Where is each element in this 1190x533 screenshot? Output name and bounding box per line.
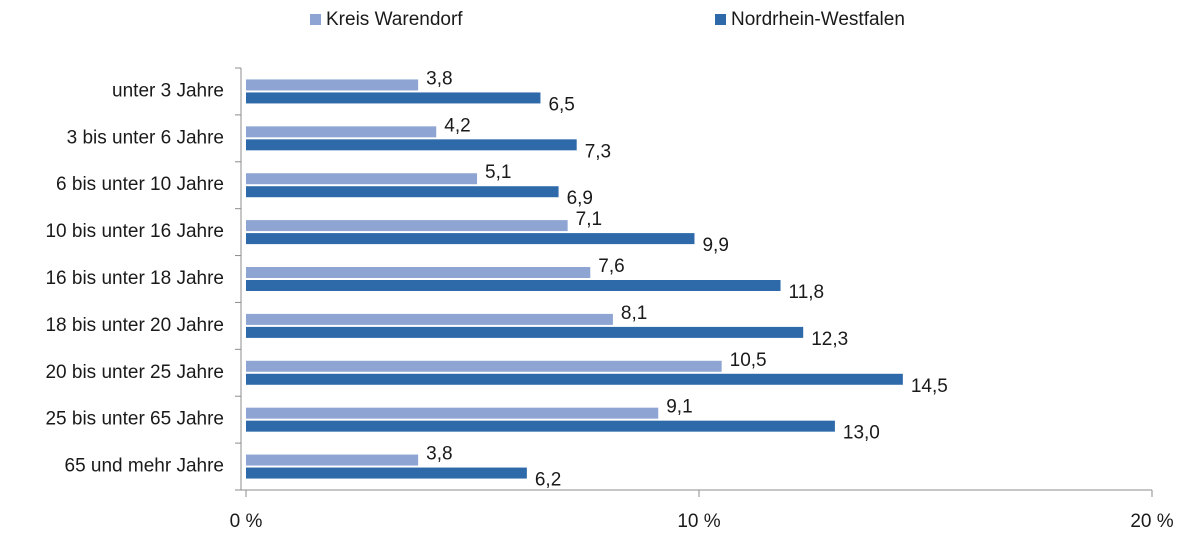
y-tick-label: 25 bis unter 65 Jahre: [45, 409, 224, 430]
value-label: 6,2: [535, 470, 561, 491]
y-tick-label: 18 bis unter 20 Jahre: [45, 315, 224, 336]
y-tick-label: 16 bis unter 18 Jahre: [45, 268, 224, 289]
value-label: 3,8: [426, 68, 452, 89]
bar: [246, 173, 478, 185]
bar: [246, 360, 722, 372]
bar: [246, 267, 591, 278]
bar: [246, 79, 419, 91]
value-label: 14,5: [911, 376, 948, 397]
value-label: 9,1: [666, 397, 692, 418]
bar: [246, 126, 437, 138]
bar: [246, 407, 659, 419]
value-label: 9,9: [702, 235, 728, 256]
value-label: 5,1: [485, 162, 511, 183]
value-label: 11,8: [789, 282, 825, 303]
bar: [246, 186, 559, 198]
value-label: 4,2: [444, 115, 470, 136]
bar: [246, 373, 903, 385]
y-tick-label: 10 bis unter 16 Jahre: [45, 221, 224, 242]
x-tick-label: 10 %: [677, 511, 720, 532]
y-tick-label: 3 bis unter 6 Jahre: [67, 127, 224, 148]
legend-label: Kreis Warendorf: [326, 9, 463, 30]
value-label: 7,3: [585, 141, 611, 162]
legend-swatch: [715, 14, 726, 25]
bar: [246, 420, 835, 432]
bar: [246, 139, 577, 151]
bar: [246, 280, 781, 291]
value-label: 8,1: [621, 303, 647, 324]
bar: [246, 92, 541, 104]
value-label: 7,1: [576, 209, 602, 230]
y-tick-label: 6 bis unter 10 Jahre: [56, 174, 224, 195]
value-label: 13,0: [843, 423, 880, 444]
value-label: 10,5: [730, 350, 767, 371]
y-tick-label: 65 und mehr Jahre: [65, 456, 225, 477]
y-tick-label: 20 bis unter 25 Jahre: [45, 362, 224, 383]
value-label: 12,3: [811, 329, 848, 350]
y-tick-label: unter 3 Jahre: [112, 80, 224, 101]
value-label: 3,8: [426, 444, 452, 465]
bar: [246, 326, 804, 338]
bar: [246, 454, 419, 466]
value-label: 7,6: [598, 256, 624, 277]
bar: [246, 233, 695, 245]
value-label: 6,9: [567, 188, 593, 209]
x-tick-label: 0 %: [230, 511, 263, 532]
bar: [246, 313, 613, 325]
legend-swatch: [310, 14, 321, 25]
value-label: 6,5: [548, 94, 574, 115]
bar: [246, 220, 568, 232]
bar: [246, 467, 527, 479]
legend-label: Nordrhein-Westfalen: [731, 9, 905, 30]
x-tick-label: 20 %: [1130, 511, 1173, 532]
